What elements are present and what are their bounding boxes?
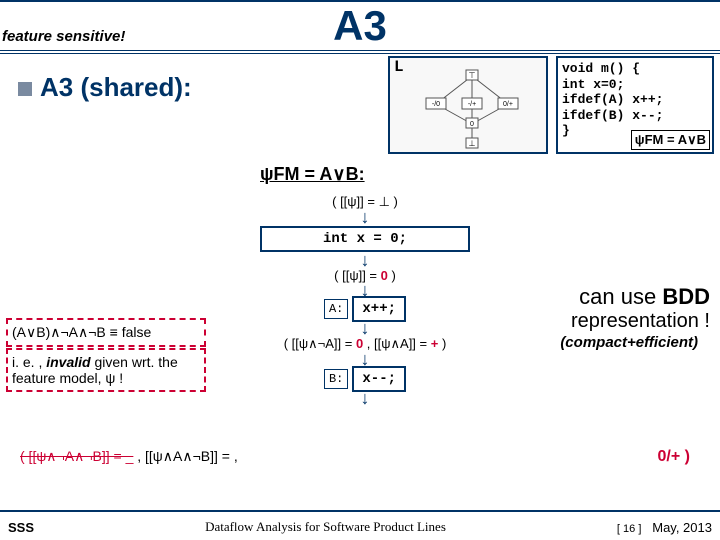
bullet-text: A3 (shared):	[40, 72, 192, 102]
arrow-down-icon: ↓	[260, 212, 470, 223]
arrow-down-icon: ↓	[260, 393, 470, 404]
footer: SSS Dataflow Analysis for Software Produ…	[0, 519, 720, 535]
left-note-false: (A∨B)∧¬A∧¬B ≡ false	[6, 318, 206, 347]
bdd-line2: representation !	[571, 310, 710, 333]
bottom-rest: , [[ψ∧A∧¬B]] = ,	[137, 448, 238, 464]
left2-b: invalid	[46, 354, 90, 370]
lattice-diagram: ⊤ -/0 -/+ 0/+ 0 ⊥	[424, 68, 520, 152]
footer-date: May, 2013	[652, 520, 712, 535]
feature-sensitive-label: feature sensitive!	[2, 28, 125, 45]
code-line: ifdef(A) x++;	[562, 92, 708, 108]
footer-rule	[0, 510, 720, 512]
code-box: void m() { int x=0; ifdef(A) x++; ifdef(…	[556, 56, 714, 154]
svg-text:-/+: -/+	[468, 101, 476, 108]
svg-text:0/+: 0/+	[503, 101, 513, 108]
bullet-square-icon	[18, 82, 32, 96]
svg-text:⊥: ⊥	[469, 139, 476, 148]
svg-text:-/0: -/0	[432, 101, 440, 108]
zero-plus: 0/+ )	[658, 448, 690, 466]
lattice-box: L ⊤ -/0 -/+ 0/+ 0 ⊥	[388, 56, 548, 154]
footer-mid: Dataflow Analysis for Software Product L…	[205, 519, 446, 535]
footer-page: [ 16 ]	[617, 523, 641, 535]
psi-fm-header: ψFM = A∨B:	[260, 164, 365, 185]
lattice-label: L	[394, 58, 404, 76]
arrow-down-icon: ↓	[260, 323, 470, 334]
left-note-invalid: i. e. , invalid given wrt. the feature m…	[6, 348, 206, 392]
double-rule	[0, 50, 720, 54]
arrow-down-icon: ↓	[260, 354, 470, 365]
left-note-text: (A∨B)∧¬A∧¬B ≡ false	[12, 324, 151, 340]
label-b: B:	[324, 369, 348, 389]
bottom-expr: ( [[ψ∧¬A∧¬B]] = _ , [[ψ∧A∧¬B]] = ,	[20, 448, 238, 465]
bdd-bold: BDD	[662, 284, 710, 309]
main-bullet: A3 (shared):	[18, 72, 192, 103]
psi-fm-inline: ψFM = A∨B	[631, 130, 710, 150]
bdd-line1: can use BDD	[579, 284, 710, 310]
footer-right: [ 16 ] May, 2013	[617, 520, 712, 535]
bottom-strike: ( [[ψ∧¬A∧¬B]] = _	[20, 448, 133, 464]
psi-fm-text: ψFM = A∨B	[635, 132, 706, 147]
code-line: int x=0;	[562, 77, 708, 93]
bdd-text: can use	[579, 284, 662, 309]
code-bar-intx: int x = 0;	[260, 226, 470, 252]
svg-text:0: 0	[470, 121, 474, 128]
arrow-down-icon: ↓	[260, 285, 470, 296]
arrow-down-icon: ↓	[260, 255, 470, 266]
label-a: A:	[324, 299, 348, 319]
compact-note: (compact+efficient)	[560, 334, 698, 351]
code-line: void m() {	[562, 61, 708, 77]
footer-left: SSS	[8, 520, 34, 535]
slide-title: A3	[333, 2, 387, 50]
code-line: ifdef(B) x--;	[562, 108, 708, 124]
flow-column: ( [[ψ]] = ⊥ ) ↓ int x = 0; ↓ ( [[ψ]] = 0…	[260, 192, 470, 405]
left2-a: i. e. ,	[12, 354, 46, 370]
svg-text:⊤: ⊤	[469, 71, 476, 80]
